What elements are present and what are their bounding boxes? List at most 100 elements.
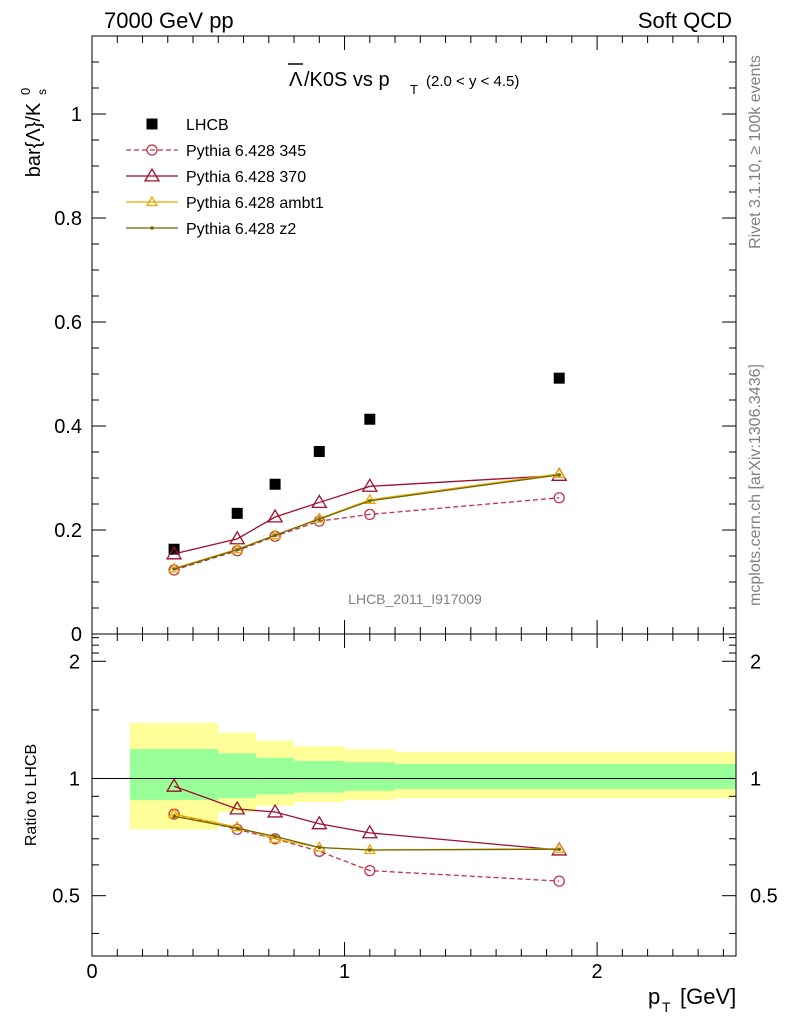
x-label-p: p <box>648 984 660 1009</box>
y-tick-label: 1 <box>71 104 82 126</box>
y-label-sup: 0 <box>18 88 33 95</box>
series-line <box>173 815 560 851</box>
data-point <box>553 842 566 853</box>
inner-uncertainty-band <box>256 757 295 795</box>
data-point <box>361 824 378 839</box>
ratio-y-tick-label-right: 0.5 <box>750 886 778 908</box>
ratio-panel-frame <box>91 633 737 957</box>
x-tick-label: 2 <box>592 961 603 983</box>
legend: LHCB Pythia 6.428 345 Pythia 6.428 370 Pyth… <box>126 117 324 238</box>
data-point <box>311 494 328 508</box>
data-point <box>361 478 378 492</box>
series-line <box>173 474 560 570</box>
title-range: (2.0 < y < 4.5) <box>426 73 519 90</box>
legend-entry: Pythia 6.428 ambt1 <box>126 195 324 212</box>
data-point <box>317 845 322 850</box>
data-point <box>557 473 562 477</box>
data-point <box>231 820 244 832</box>
legend-marker <box>150 226 154 230</box>
data-point <box>553 372 565 384</box>
legend-label: Pythia 6.428 370 <box>186 169 306 186</box>
main-y-label: bar{Λ}/K 0 s <box>18 88 49 178</box>
y-label-sub: s <box>35 89 49 95</box>
legend-label: Pythia 6.428 345 <box>186 143 306 160</box>
ratio-x-ticks: 0 1 2 <box>86 634 724 983</box>
data-point <box>269 478 281 490</box>
data-point <box>553 875 565 887</box>
x-label-sub: T <box>662 999 671 1015</box>
title-sub: T <box>410 82 418 97</box>
main-y-ticks: 0 0.2 0.4 0.6 0.8 1 <box>54 61 736 646</box>
title-main: /K0S vs p <box>304 69 390 91</box>
legend-marker <box>146 118 158 130</box>
data-point <box>231 507 243 519</box>
series-pythia-6-428-370 <box>165 777 568 856</box>
data-point <box>364 413 376 425</box>
x-axis-label: p T [GeV] <box>648 984 736 1015</box>
legend-marker <box>143 167 161 182</box>
ratio-y-tick-label-right: 1 <box>750 768 761 790</box>
series-pythia-6-428-z2 <box>172 473 562 571</box>
data-point <box>368 848 372 852</box>
inner-uncertainty-band <box>344 762 396 791</box>
legend-entry: Pythia 6.428 345 <box>126 143 306 160</box>
inner-uncertainty-band <box>395 763 736 789</box>
x-tick-label: 1 <box>339 961 350 983</box>
x-label-unit: [GeV] <box>680 984 736 1009</box>
main-x-ticks <box>91 36 724 634</box>
analysis-watermark: LHCB_2011_I917009 <box>348 591 482 607</box>
data-point <box>311 815 328 830</box>
data-point <box>363 493 376 504</box>
series-lhcb <box>168 372 565 555</box>
y-tick-label: 0.2 <box>54 520 82 542</box>
data-point <box>317 517 322 521</box>
y-tick-label: 0.8 <box>54 208 82 230</box>
series-pythia-6-428-z2 <box>172 814 562 852</box>
series-pythia-6-428-345 <box>168 492 565 576</box>
data-point <box>165 545 183 560</box>
data-point <box>172 567 176 571</box>
data-point <box>165 777 183 792</box>
data-point <box>313 445 325 457</box>
y-tick-label: 0.4 <box>54 416 82 438</box>
data-point <box>172 814 176 819</box>
main-series-layer <box>165 372 568 576</box>
y-tick-label: 0.6 <box>54 312 82 334</box>
mcplots-label: mcplots.cern.ch [arXiv:1306.3436] <box>747 364 764 606</box>
data-point <box>557 847 562 852</box>
legend-label: Pythia 6.428 z2 <box>186 221 296 238</box>
data-point <box>229 530 246 545</box>
series-pythia-6-428-345 <box>168 808 565 887</box>
ratio-series-layer <box>165 777 568 887</box>
data-point <box>368 499 372 503</box>
legend-entry: Pythia 6.428 370 <box>126 167 306 186</box>
y-tick-label: 0 <box>71 624 82 646</box>
legend-label: Pythia 6.428 ambt1 <box>186 195 324 212</box>
data-point <box>364 508 376 521</box>
data-point <box>168 564 180 576</box>
inner-uncertainty-band <box>218 753 257 799</box>
header-left: 7000 GeV pp <box>104 8 234 33</box>
ratio-y-label: Ratio to LHCB <box>23 744 40 846</box>
ratio-y-tick-label: 0.5 <box>52 886 80 908</box>
data-point <box>273 533 277 537</box>
ratio-bands <box>129 722 736 830</box>
legend-marker <box>145 195 159 207</box>
legend-marker <box>146 144 158 156</box>
data-point <box>553 467 566 478</box>
ratio-y-tick-label: 2 <box>69 651 80 673</box>
legend-entry: LHCB <box>146 117 229 134</box>
ratio-y-ticks: 0.5 0.5 1 1 2 2 <box>52 637 778 934</box>
header-right: Soft QCD <box>638 8 732 33</box>
data-point <box>268 832 282 843</box>
data-point <box>266 508 284 523</box>
series-line <box>173 474 560 555</box>
title-bar-symbol: Λ <box>289 69 303 91</box>
plot-title: Λ /K0S vs p T (2.0 < y < 4.5) <box>288 63 519 97</box>
y-label-text: bar{Λ}/K <box>23 102 45 177</box>
inner-uncertainty-band <box>129 749 219 801</box>
data-point <box>168 543 180 555</box>
data-point <box>553 492 565 504</box>
data-point <box>266 803 284 818</box>
